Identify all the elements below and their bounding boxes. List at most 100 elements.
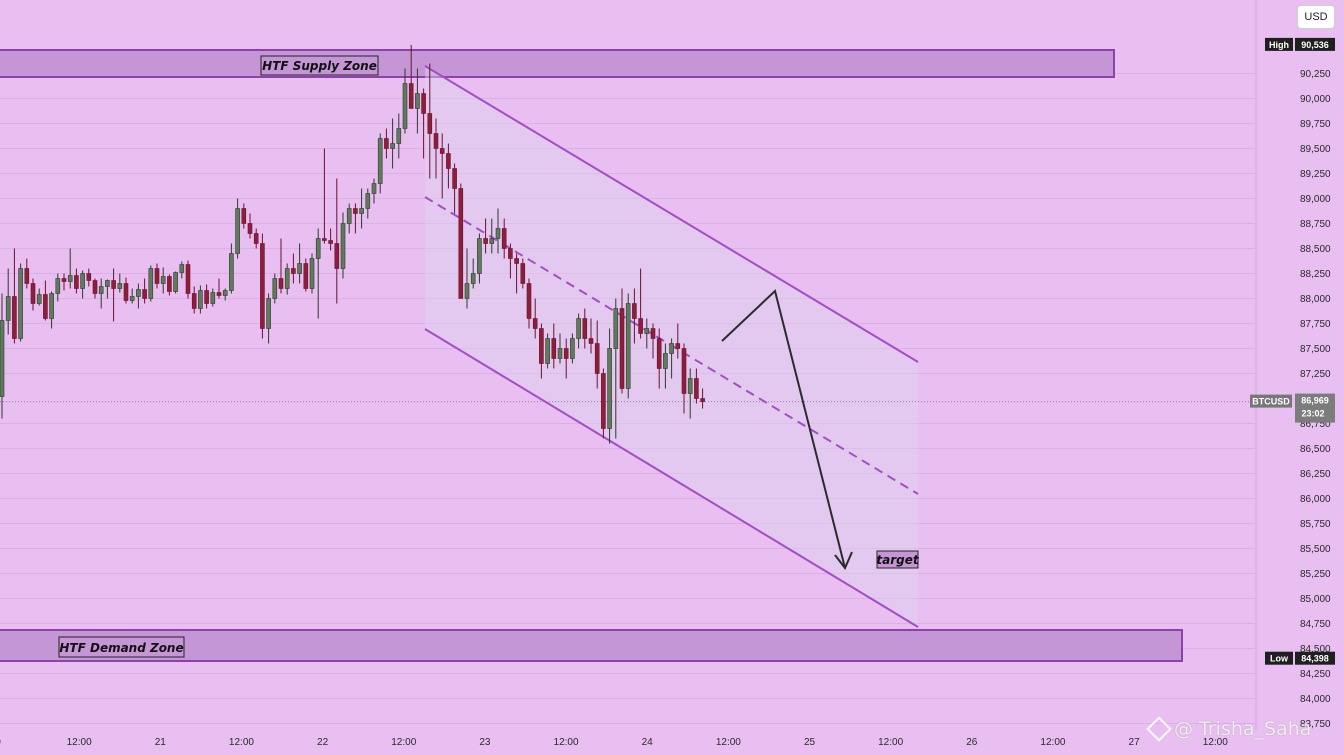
candle-body (625, 303, 631, 389)
time-tick-label: 12:00 (1040, 737, 1065, 748)
price-tick-label: 86,000 (1300, 494, 1331, 505)
price-tick-label: 85,500 (1300, 544, 1331, 555)
candle-body (5, 296, 11, 321)
candle-body (346, 208, 352, 224)
candle-body (433, 133, 439, 149)
candle-body (570, 338, 575, 359)
supply-zone-label: HTF Supply Zone (262, 59, 377, 73)
candle-body (111, 280, 116, 289)
candle-body (545, 338, 550, 364)
target-label: target (876, 553, 919, 567)
price-tick-label: 89,500 (1300, 144, 1331, 155)
price-tick-label: 85,750 (1300, 519, 1331, 530)
candle-body (687, 378, 693, 394)
candle-body (489, 238, 495, 244)
countdown-label: 23:02 (1301, 409, 1324, 419)
candle-body (18, 268, 23, 339)
candle-body (638, 318, 643, 334)
price-tick-label: 89,750 (1300, 119, 1331, 130)
candle-body (483, 238, 488, 244)
candle-body (520, 263, 526, 284)
candle-body (61, 278, 67, 282)
time-tick-label: 12:00 (878, 737, 903, 748)
candle-body (656, 338, 662, 369)
price-tick-label: 86,500 (1300, 444, 1331, 455)
candle-body (36, 294, 42, 304)
price-tick-label: 84,250 (1300, 669, 1331, 680)
candle-body (458, 188, 464, 299)
candle-body (594, 343, 600, 374)
candle-body (396, 128, 402, 144)
candle-body (297, 263, 302, 274)
price-tick-label: 85,000 (1300, 594, 1331, 605)
candle-body (452, 168, 457, 189)
candle-body (607, 348, 612, 429)
time-tick-label: 25 (804, 737, 816, 748)
projection-arrow-path[interactable] (721, 289, 846, 569)
candle-body (204, 290, 209, 304)
time-tick-label: 12:00 (554, 737, 579, 748)
demand-zone-box[interactable] (0, 629, 1183, 662)
price-tick-label: 84,750 (1300, 619, 1331, 630)
candle-body (619, 308, 625, 389)
time-tick-label: 0 (0, 737, 1, 748)
candle-body (588, 338, 594, 344)
low-tag-label: Low (1270, 654, 1289, 664)
candle-body (12, 296, 17, 339)
candle-body (179, 264, 185, 273)
candle-body (210, 292, 216, 304)
candle-body (291, 268, 296, 274)
symbol-tag-label: BTCUSD (1252, 397, 1290, 407)
candle-body (30, 283, 36, 304)
candle-body (582, 318, 588, 339)
candle-body (694, 378, 699, 399)
candle-body (247, 223, 253, 234)
candle-body (154, 268, 160, 284)
candle-body (669, 343, 674, 354)
time-tick-label: 24 (642, 737, 654, 748)
high-tag-label: High (1269, 40, 1289, 50)
candle-body (371, 183, 377, 194)
candle-body (508, 248, 513, 259)
channel-upper-line[interactable] (424, 65, 919, 363)
price-tick-label: 88,750 (1300, 219, 1331, 230)
price-tick-label: 87,500 (1300, 344, 1331, 355)
channel-lower-line[interactable] (424, 328, 919, 628)
candle-body (415, 93, 420, 109)
candle-body (216, 292, 222, 296)
candle-body (67, 275, 73, 282)
demand-zone-label: HTF Demand Zone (59, 641, 183, 655)
candle-body (92, 280, 98, 294)
candle-body (353, 208, 358, 214)
candle-body (86, 273, 92, 281)
candle-body (359, 208, 364, 214)
candle-body (173, 272, 178, 292)
supply-zone-box[interactable] (0, 49, 1115, 78)
watermark: @ Trisha_Saha (1146, 716, 1311, 742)
price-tick-label: 86,750 (1300, 419, 1331, 430)
candle-body (601, 373, 606, 429)
candle-body (191, 293, 197, 309)
candle-body (0, 320, 5, 397)
currency-button[interactable]: USD (1297, 5, 1335, 29)
candle-body (328, 240, 333, 244)
candle-body (241, 208, 247, 224)
candle-body (495, 228, 501, 239)
candle-body (43, 294, 48, 319)
low-value-box (1295, 651, 1335, 665)
time-tick-label: 12:00 (229, 737, 254, 748)
candle-body (446, 153, 451, 169)
candle-body (365, 193, 371, 209)
candle-body (563, 348, 569, 359)
candle-body (439, 148, 445, 154)
candle-body (49, 293, 54, 319)
candle-body (464, 283, 470, 299)
candle-body (408, 83, 414, 109)
candle-body (98, 286, 104, 294)
candle-body (222, 290, 228, 296)
price-tick-label: 89,250 (1300, 169, 1331, 180)
candle-body (390, 143, 395, 149)
time-tick-label: 12:00 (1203, 737, 1228, 748)
candle-body (532, 318, 538, 329)
candle-body (272, 278, 278, 299)
